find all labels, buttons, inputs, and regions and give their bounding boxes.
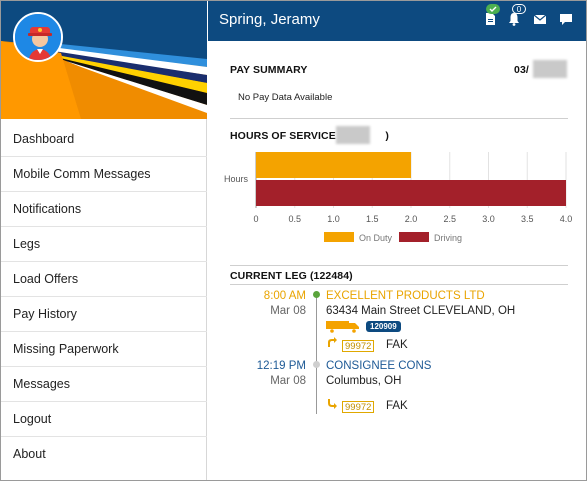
stop-address: Columbus, OH bbox=[326, 375, 402, 387]
shipment-number[interactable]: 99972 bbox=[342, 401, 375, 413]
sidebar-item-messages[interactable]: Messages bbox=[1, 367, 207, 402]
y-category-label: Hours bbox=[224, 174, 249, 184]
hours-title-prefix: HOURS OF SERVICE (3/ bbox=[230, 130, 352, 142]
driver-avatar-icon bbox=[15, 14, 61, 60]
redacted-hours-date bbox=[336, 126, 370, 144]
current-leg-title: CURRENT LEG (122484) bbox=[230, 270, 353, 282]
sidebar-item-dashboard[interactable]: Dashboard bbox=[1, 122, 207, 157]
truck-icon bbox=[326, 321, 359, 333]
legend-label: On Duty bbox=[359, 233, 393, 243]
sidebar-item-legs[interactable]: Legs bbox=[1, 227, 207, 262]
pay-summary-title: PAY SUMMARY bbox=[230, 64, 308, 76]
chat-icon bbox=[560, 14, 572, 25]
stop-date: Mar 08 bbox=[270, 305, 306, 317]
legend-swatch bbox=[324, 232, 354, 242]
sidebar-item-logout[interactable]: Logout bbox=[1, 402, 207, 437]
stop-name[interactable]: EXCELLENT PRODUCTS LTD bbox=[326, 290, 485, 302]
commodity-code: FAK bbox=[386, 400, 408, 412]
x-tick-label: 0.5 bbox=[288, 214, 301, 224]
shipment-number[interactable]: 99972 bbox=[342, 340, 375, 352]
divider bbox=[230, 265, 568, 266]
notification-count-badge: 0 bbox=[512, 4, 526, 14]
timeline-dot-pickup bbox=[313, 291, 320, 298]
bar-driving bbox=[256, 180, 566, 206]
app-header: Spring, Jeramy 0 bbox=[208, 1, 586, 41]
pickup-arrow-icon bbox=[328, 337, 337, 347]
x-tick-label: 1.0 bbox=[327, 214, 340, 224]
check-icon bbox=[489, 6, 497, 12]
avatar[interactable] bbox=[13, 12, 63, 62]
timeline-dot-delivery bbox=[313, 361, 320, 368]
legend-swatch bbox=[399, 232, 429, 242]
bar-on-duty bbox=[256, 152, 411, 178]
trailer-number-badge: 120909 bbox=[366, 321, 401, 332]
commodity-code: FAK bbox=[386, 339, 408, 351]
chat-button[interactable] bbox=[558, 11, 574, 27]
x-tick-label: 3.0 bbox=[482, 214, 495, 224]
stop-name[interactable]: CONSIGNEE CONS bbox=[326, 360, 432, 372]
sidebar-item-mobile-comm-messages[interactable]: Mobile Comm Messages bbox=[1, 157, 207, 192]
redacted-date bbox=[533, 60, 567, 78]
sidebar-nav: Dashboard Mobile Comm Messages Notificat… bbox=[1, 122, 207, 472]
hours-of-service-chart: 0 0.5 1.0 1.5 2.0 2.5 3.0 3.5 4.0 Hours On Duty Dri… bbox=[224, 152, 573, 243]
sidebar-item-load-offers[interactable]: Load Offers bbox=[1, 262, 207, 297]
timeline-line bbox=[316, 292, 317, 414]
x-tick-label: 4.0 bbox=[560, 214, 573, 224]
notifications-button[interactable] bbox=[506, 11, 522, 27]
divider bbox=[230, 284, 568, 285]
sidebar-item-pay-history[interactable]: Pay History bbox=[1, 297, 207, 332]
divider bbox=[230, 118, 568, 119]
no-pay-data-text: No Pay Data Available bbox=[238, 92, 333, 103]
x-tick-label: 3.5 bbox=[521, 214, 534, 224]
sidebar-item-notifications[interactable]: Notifications bbox=[1, 192, 207, 227]
document-icon bbox=[486, 13, 495, 25]
x-tick-label: 0 bbox=[253, 214, 258, 224]
sidebar-item-about[interactable]: About bbox=[13, 447, 46, 461]
stop-address: 63434 Main Street CLEVELAND, OH bbox=[326, 305, 516, 317]
x-tick-label: 2.0 bbox=[405, 214, 418, 224]
stop-time: 12:19 PM bbox=[256, 360, 306, 372]
sidebar-item-missing-paperwork[interactable]: Missing Paperwork bbox=[1, 332, 207, 367]
mail-button[interactable] bbox=[532, 11, 548, 27]
stop-time: 8:00 AM bbox=[263, 290, 306, 302]
mail-icon bbox=[533, 14, 547, 24]
hours-title-suffix: ) bbox=[385, 130, 390, 142]
document-status-badge bbox=[486, 4, 500, 14]
legend-label: Driving bbox=[434, 233, 462, 243]
document-button[interactable] bbox=[482, 11, 498, 27]
delivery-arrow-icon bbox=[328, 399, 337, 409]
pay-summary-date: 03/ bbox=[514, 64, 529, 76]
sidebar-banner bbox=[1, 1, 207, 119]
page-title: Spring, Jeramy bbox=[219, 11, 320, 28]
bell-icon bbox=[509, 13, 519, 26]
x-tick-label: 2.5 bbox=[443, 214, 456, 224]
main-content: PAY SUMMARY 03/ No Pay Data Available HO… bbox=[208, 42, 586, 480]
x-tick-label: 1.5 bbox=[366, 214, 379, 224]
sidebar: Dashboard Mobile Comm Messages Notificat… bbox=[1, 1, 207, 480]
hours-of-service-title: HOURS OF SERVICE (3/) bbox=[230, 130, 389, 142]
stop-date: Mar 08 bbox=[270, 375, 306, 387]
